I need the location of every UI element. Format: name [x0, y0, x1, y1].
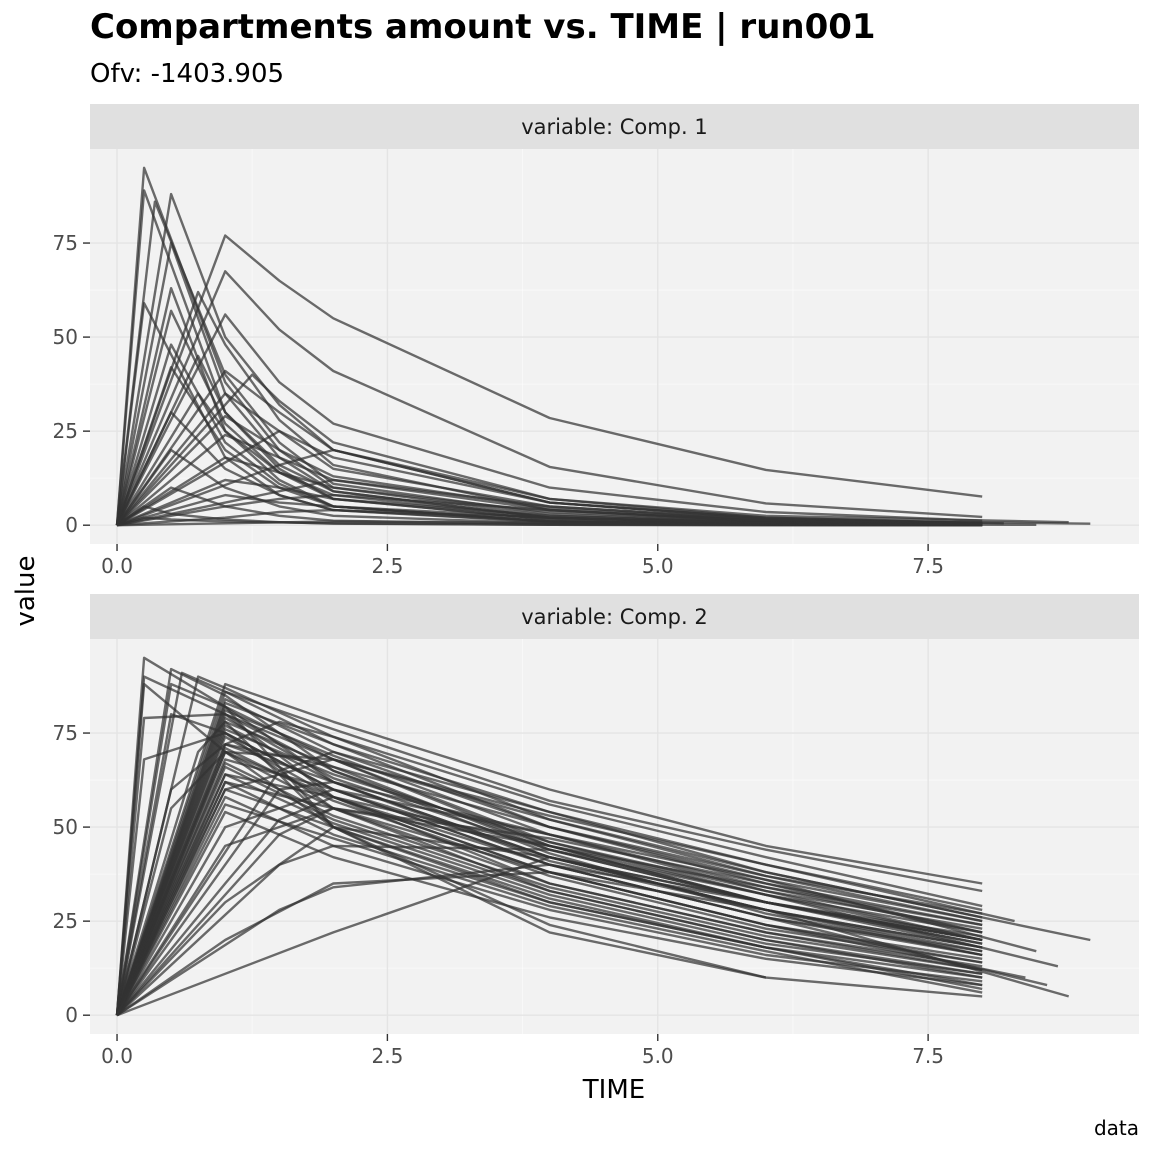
series-line: [116, 520, 983, 527]
series-line: [115, 682, 983, 1016]
series-line: [115, 701, 983, 1016]
x-tick-label: 2.5: [371, 1044, 403, 1068]
series-line: [115, 746, 983, 1016]
chart-subtitle: Ofv: -1403.905: [90, 59, 284, 89]
series-group: [115, 656, 1091, 1017]
panel-comp-2: variable: Comp. 2 0 25 50 75 0.0 2.5 5.0 7.5: [53, 594, 1139, 1068]
strip-background: [90, 104, 1139, 149]
panel-comp-1: variable: Comp. 1 0 25 50 75 0.0 2.5 5.0 7.5: [53, 104, 1139, 578]
series-line: [115, 313, 983, 526]
x-tick-label: 0.0: [101, 554, 133, 578]
series-line: [116, 871, 983, 1017]
series-line: [115, 750, 983, 1016]
series-line: [116, 844, 983, 1017]
chart-caption: data: [1094, 1116, 1139, 1140]
series-line: [115, 731, 983, 1016]
series-line: [116, 429, 983, 527]
x-tick-label: 7.5: [912, 554, 944, 578]
x-tick-label: 0.0: [101, 1044, 133, 1068]
y-tick-label: 25: [53, 909, 78, 933]
y-tick-label: 0: [65, 1003, 78, 1027]
x-axis-title: TIME: [582, 1075, 645, 1105]
strip-label: variable: Comp. 2: [521, 605, 707, 629]
series-line: [115, 713, 983, 1016]
series-line: [115, 810, 983, 1016]
series-line: [115, 780, 1026, 1016]
series-line: [116, 508, 983, 527]
x-tick-label: 5.0: [642, 1044, 674, 1068]
y-tick-label: 50: [53, 815, 78, 839]
series-line: [115, 690, 983, 1016]
series-line: [115, 788, 983, 1016]
y-tick-label: 75: [53, 231, 78, 255]
x-tick-label: 5.0: [642, 554, 674, 578]
series-line: [115, 270, 983, 526]
y-tick-label: 0: [65, 513, 78, 537]
series-line: [115, 803, 983, 1016]
strip-label: variable: Comp. 1: [521, 115, 707, 139]
series-line: [115, 234, 983, 526]
y-tick-label: 50: [53, 325, 78, 349]
y-axis-title: value: [11, 555, 41, 626]
x-tick-label: 2.5: [371, 554, 403, 578]
panel-background: [90, 149, 1139, 544]
y-tick-label: 25: [53, 419, 78, 443]
series-line: [115, 761, 983, 1016]
x-tick-label: 7.5: [912, 1044, 944, 1068]
series-group: [115, 166, 1091, 527]
series-line: [115, 716, 983, 1016]
series-line: [115, 709, 983, 1016]
series-line: [116, 493, 983, 527]
chart-title: Compartments amount vs. TIME | run001: [90, 7, 876, 47]
y-tick-label: 75: [53, 721, 78, 745]
strip-background: [90, 594, 1139, 639]
series-line: [115, 743, 983, 1016]
series-line: [115, 773, 983, 1016]
series-line: [115, 788, 983, 1016]
